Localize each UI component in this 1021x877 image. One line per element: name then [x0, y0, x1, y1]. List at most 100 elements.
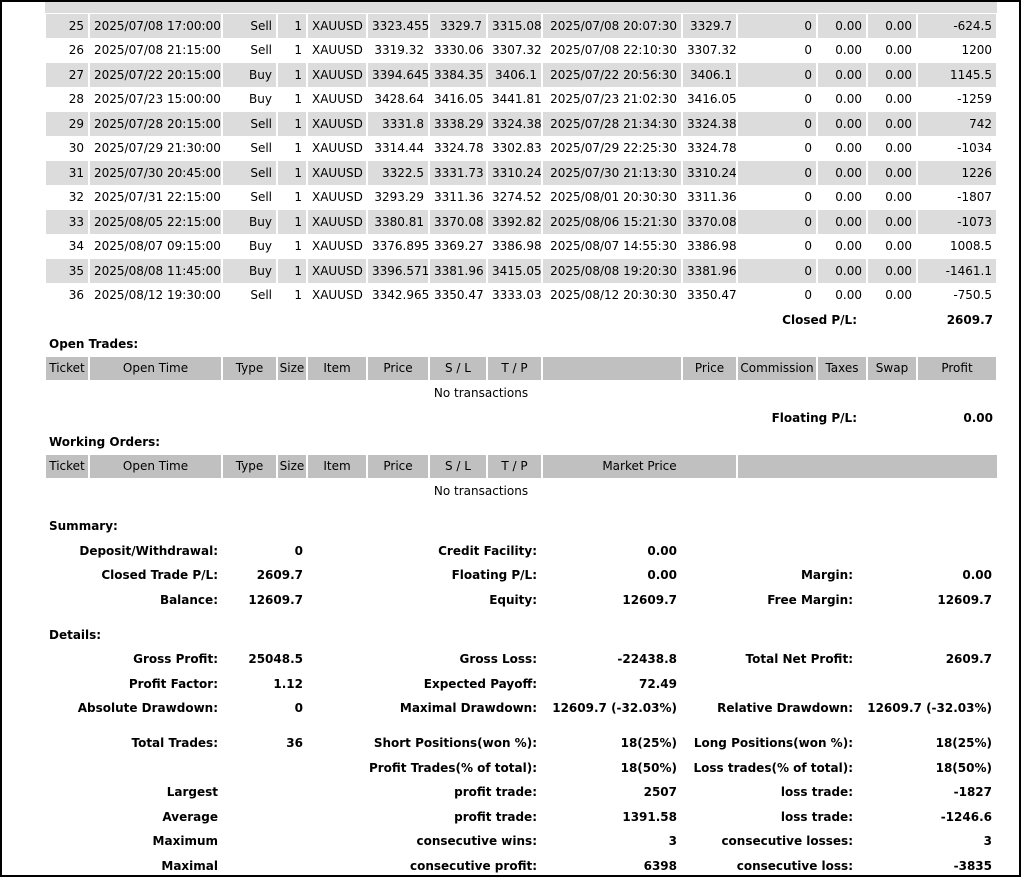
summary-value: 72.49	[639, 677, 677, 691]
trade-cell: 3406.1	[488, 62, 541, 87]
trade-cell: 0.00	[818, 234, 866, 259]
summary-label: profit trade:	[454, 810, 537, 824]
summary-label: Deposit/Withdrawal:	[79, 544, 218, 558]
header-cell: T / P	[488, 455, 541, 478]
trade-cell: Buy	[223, 87, 276, 112]
trade-cell: XAUUSD	[308, 14, 366, 38]
summary-value: 25048.5	[248, 652, 303, 666]
trade-cell: 0.00	[868, 38, 916, 63]
trade-cell: 2025/07/29 21:30:00	[90, 136, 221, 161]
header-cell: Item	[308, 357, 366, 380]
trade-cell: 0.00	[818, 136, 866, 161]
trade-cell: 0.00	[818, 87, 866, 112]
trade-cell: 2025/08/12 19:30:00	[90, 282, 221, 307]
trade-cell: 2025/08/08 11:45:00	[90, 258, 221, 283]
summary-label: Average	[162, 810, 218, 824]
trade-cell: 0	[738, 185, 816, 210]
trade-cell: 0	[738, 209, 816, 234]
trade-cell: 3331.8	[368, 111, 428, 136]
summary-value: 18(50%)	[620, 761, 677, 775]
trade-cell: -1034	[918, 136, 996, 161]
summary-value: -1246.6	[940, 810, 992, 824]
trade-cell: 0	[738, 160, 816, 185]
summary-value: 12609.7 (-32.03%)	[867, 701, 992, 715]
summary-value: -1827	[953, 785, 992, 799]
summary-label: Profit Trades(% of total):	[368, 761, 537, 775]
trade-cell: -1259	[918, 87, 996, 112]
trade-cell: 0.00	[818, 185, 866, 210]
trade-cell: 2025/07/22 20:15:00	[90, 62, 221, 87]
trade-cell: 3380.81	[368, 209, 428, 234]
summary-value: 0	[294, 544, 303, 558]
section-title: Open Trades:	[49, 337, 139, 351]
trade-cell: 0	[738, 234, 816, 259]
summary-value: 1391.58	[622, 810, 677, 824]
trade-cell: 3314.44	[368, 136, 428, 161]
summary-label: consecutive loss:	[736, 859, 853, 873]
trade-cell: 2025/07/28 21:34:30	[543, 111, 681, 136]
trade-cell: 0.00	[868, 62, 916, 87]
trade-cell: 2025/07/30 21:13:30	[543, 160, 681, 185]
trade-cell: 3319.32	[368, 38, 428, 63]
trade-cell: -624.5	[918, 14, 996, 38]
trade-cell: 3428.64	[368, 87, 428, 112]
summary-label: consecutive profit:	[409, 859, 537, 873]
trade-cell: 3322.5	[368, 160, 428, 185]
trade-cell: 3311.36	[430, 185, 486, 210]
trade-cell: 0.00	[868, 209, 916, 234]
trade-cell: 1	[278, 234, 306, 259]
trade-cell: Sell	[223, 14, 276, 38]
trade-cell: 0.00	[868, 14, 916, 38]
trade-cell: 2025/08/07 09:15:00	[90, 234, 221, 259]
trade-cell: -1073	[918, 209, 996, 234]
trade-cell: 2025/07/08 20:07:30	[543, 14, 681, 38]
trade-cell: 1	[278, 282, 306, 307]
trade-cell: 31	[46, 160, 88, 185]
trade-cell: 1	[278, 62, 306, 87]
trade-cell: 3307.32	[488, 38, 542, 63]
trade-cell: Sell	[223, 282, 276, 307]
summary-label: Floating P/L:	[451, 568, 537, 582]
trade-cell: 0.00	[868, 282, 916, 307]
trade-cell: 2025/07/08 17:00:00	[90, 14, 221, 38]
summary-label: Profit Factor:	[128, 677, 218, 691]
summary-label: Relative Drawdown:	[717, 701, 853, 715]
summary-label: Credit Facility:	[438, 544, 537, 558]
trade-cell: 34	[46, 234, 88, 259]
trade-cell: 3381.96	[430, 258, 486, 283]
trade-cell: Buy	[223, 234, 276, 259]
summary-label: Margin:	[800, 568, 853, 582]
trade-cell: -1461.1	[918, 258, 996, 283]
trade-cell: 1	[278, 111, 306, 136]
summary-value: -22438.8	[617, 652, 677, 666]
summary-label: Closed Trade P/L:	[101, 568, 218, 582]
trade-cell: 2025/07/29 22:25:30	[543, 136, 681, 161]
trade-cell: 2025/07/31 22:15:00	[90, 185, 221, 210]
summary-value: 18(25%)	[935, 736, 992, 750]
summary-label: Total Trades:	[131, 736, 218, 750]
summary-value: 0	[294, 701, 303, 715]
summary-value: -3835	[953, 859, 992, 873]
trade-cell: XAUUSD	[308, 282, 366, 307]
summary-value: 36	[286, 736, 303, 750]
header-cell: Price	[683, 357, 736, 380]
trade-cell: XAUUSD	[308, 87, 366, 112]
trade-cell: 3370.08	[683, 209, 737, 234]
trade-cell: 0.00	[818, 209, 866, 234]
summary-label: loss trade:	[780, 810, 853, 824]
trade-cell: 3342.965	[368, 282, 429, 307]
total-label: Closed P/L:	[782, 313, 857, 327]
trade-cell: 26	[46, 38, 88, 63]
header-cell: S / L	[430, 455, 486, 478]
trade-cell: 1145.5	[918, 62, 996, 87]
total-value: 0.00	[963, 411, 993, 425]
cut-row	[45, 2, 997, 13]
trade-cell: Sell	[223, 111, 276, 136]
trade-cell: 35	[46, 258, 88, 283]
trade-cell: Sell	[223, 38, 276, 63]
header-cell: Open Time	[90, 455, 221, 478]
trade-cell: 0	[738, 62, 816, 87]
trade-cell: 30	[46, 136, 88, 161]
trade-cell: XAUUSD	[308, 111, 366, 136]
summary-label: profit trade:	[454, 785, 537, 799]
